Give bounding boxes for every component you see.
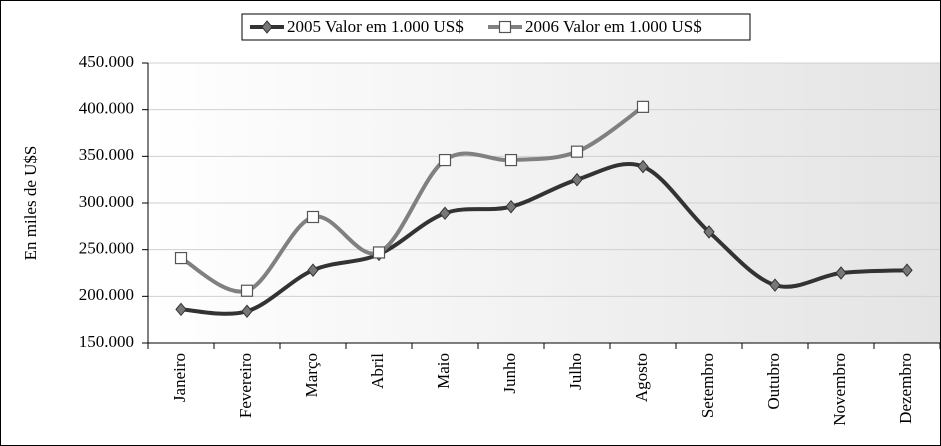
y-tick-label: 250.000 [79,239,134,258]
marker [498,20,512,34]
x-tick-label: Março [302,353,321,397]
marker [174,251,188,265]
x-tick-label: Agosto [632,353,651,402]
y-axis-title: En miles de U$S [21,146,40,261]
y-tick-label: 200.000 [79,285,134,304]
x-tick-label: Abril [368,353,387,389]
marker [240,284,254,297]
series-line [179,105,645,294]
marker [504,153,518,167]
marker [703,225,715,239]
x-tick-label: Outubro [764,353,783,410]
marker [307,263,319,277]
marker [769,278,781,292]
x-tick-label: Setembro [698,353,717,418]
marker [261,20,273,34]
marker [636,100,650,113]
marker [175,302,187,317]
marker [372,246,386,259]
marker [637,159,649,174]
marker [835,266,847,280]
marker [241,304,253,319]
marker [901,263,913,277]
marker [306,210,320,224]
marker [570,145,584,158]
y-tick-label: 350.000 [79,145,134,164]
y-tick-label: 150.000 [79,332,134,351]
x-tick-label: Junho [500,353,519,394]
x-tick-label: Fevereiro [236,353,255,418]
x-tick-label: Maio [434,353,453,389]
legend-label: 2006 Valor em 1.000 US$ [525,17,702,36]
marker [439,206,451,221]
marker [571,172,583,187]
y-tick-label: 450.000 [79,52,134,71]
x-tick-label: Dezembro [896,353,915,424]
legend-label: 2005 Valor em 1.000 US$ [287,17,464,36]
x-tick-label: Julho [566,353,585,390]
y-tick-label: 400.000 [79,99,134,118]
marker [438,153,452,167]
x-tick-label: Novembro [830,353,849,426]
y-tick-label: 300.000 [79,192,134,211]
marker [505,199,517,214]
x-tick-label: Janeiro [170,353,189,402]
